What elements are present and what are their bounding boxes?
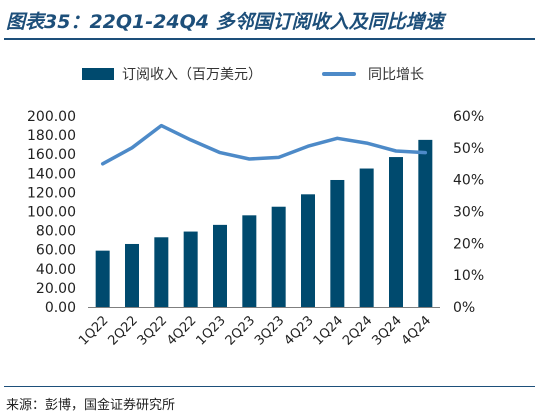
chart-area: 0.00 20.00 40.00 60.00 80.00 100.00 120.00 140.… xyxy=(27,109,484,349)
x-tick-label: 2Q24 xyxy=(340,313,375,348)
y-left-tick-label: 120.00 xyxy=(27,185,76,201)
bar xyxy=(183,231,198,307)
source-note: 来源：彭博，国金证券研究所 xyxy=(6,398,176,413)
bar xyxy=(213,224,227,307)
chart-title: 图表35：22Q1-24Q4 多邻国订阅收入及同比增速 xyxy=(6,11,444,33)
bar xyxy=(242,215,257,307)
bar xyxy=(418,139,433,307)
y-left-tick-label: 180.00 xyxy=(27,128,76,144)
y-left-tick-label: 40.00 xyxy=(36,262,76,278)
y-right-tick-label: 10% xyxy=(453,268,484,284)
bar xyxy=(359,168,374,307)
x-tick-label: 2Q22 xyxy=(105,313,140,348)
y-right-tick-label: 60% xyxy=(453,109,484,125)
legend-item-line: 同比增长 xyxy=(322,64,424,84)
y-right-tick-label: 30% xyxy=(453,205,484,221)
y-left-tick-label: 60.00 xyxy=(36,243,76,259)
x-tick-label: 4Q23 xyxy=(281,313,316,348)
x-tick-label: 2Q23 xyxy=(223,313,258,348)
growth-line xyxy=(100,123,428,166)
y-left-tick-label: 80.00 xyxy=(36,224,76,240)
legend-label-bar: 订阅收入（百万美元） xyxy=(122,67,262,83)
y-left-tick-label: 200.00 xyxy=(27,109,76,125)
bar xyxy=(95,250,110,307)
footer-divider xyxy=(4,386,535,387)
bar xyxy=(301,194,315,307)
y-left-tick-label: 0.00 xyxy=(45,300,76,316)
x-tick-label: 3Q23 xyxy=(252,313,287,348)
x-tick-label: 1Q22 xyxy=(76,313,111,348)
bar xyxy=(154,237,169,307)
y-right-tick-label: 0% xyxy=(453,300,475,316)
y-left-tick-label: 160.00 xyxy=(27,147,76,163)
title-bar: 图表35：22Q1-24Q4 多邻国订阅收入及同比增速 xyxy=(4,4,535,40)
x-tick-label: 4Q24 xyxy=(399,313,434,348)
bar xyxy=(389,157,403,307)
y-left-tick-label: 100.00 xyxy=(27,205,76,221)
legend-swatch-line xyxy=(322,72,356,76)
legend-item-bar: 订阅收入（百万美元） xyxy=(82,64,262,84)
x-tick-label: 3Q22 xyxy=(135,313,170,348)
legend-label-line: 同比增长 xyxy=(368,67,424,83)
x-tick-label: 1Q23 xyxy=(193,313,228,348)
y-left-tick-label: 20.00 xyxy=(36,281,76,297)
bar xyxy=(125,243,139,307)
bar xyxy=(271,206,286,307)
y-right-tick-label: 50% xyxy=(453,141,484,157)
x-tick-label: 1Q24 xyxy=(311,313,346,348)
title-divider xyxy=(4,38,535,40)
y-right-tick-label: 40% xyxy=(453,173,484,189)
x-tick-label: 4Q22 xyxy=(164,313,199,348)
bar xyxy=(330,179,345,307)
x-tick-label: 3Q24 xyxy=(369,313,404,348)
y-left-tick-label: 140.00 xyxy=(27,166,76,182)
y-right-tick-label: 20% xyxy=(453,236,484,252)
legend-swatch-bar xyxy=(82,68,114,80)
